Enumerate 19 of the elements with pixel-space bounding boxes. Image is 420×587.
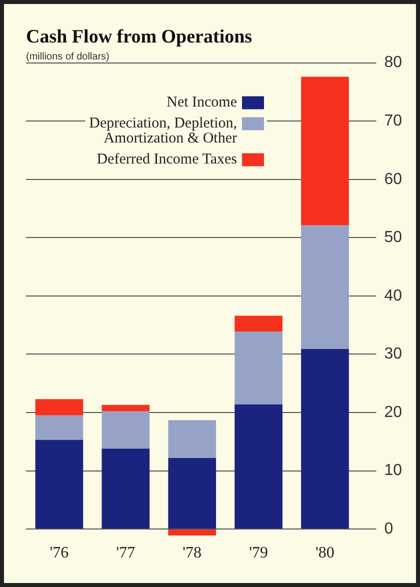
y-tick-label: 50 xyxy=(384,229,402,246)
legend-label: Depreciation, Depletion, Amortization & Other xyxy=(89,116,237,147)
y-tick-label: 80 xyxy=(384,54,402,72)
chart-title: Cash Flow from Operations xyxy=(26,26,252,48)
y-tick-label: 70 xyxy=(384,112,402,130)
y-tick-label: 0 xyxy=(384,520,394,538)
x-tick-label: '79 xyxy=(249,544,268,562)
y-tick-label: 60 xyxy=(384,170,402,188)
y-tick-label: 30 xyxy=(384,346,402,363)
y-tick-label: 10 xyxy=(384,462,402,480)
x-tick-label: '78 xyxy=(182,544,202,562)
legend-label: Deferred Income Taxes xyxy=(96,152,238,168)
legend-label: Net Income xyxy=(166,94,238,111)
x-tick-label: '80 xyxy=(316,544,334,562)
y-tick-label: 20 xyxy=(384,404,402,421)
x-tick-label: '77 xyxy=(116,544,136,562)
y-tick-label: 40 xyxy=(384,287,402,304)
x-tick-label: '76 xyxy=(50,544,69,562)
chart-subtitle: (millions of dollars) xyxy=(26,52,110,63)
